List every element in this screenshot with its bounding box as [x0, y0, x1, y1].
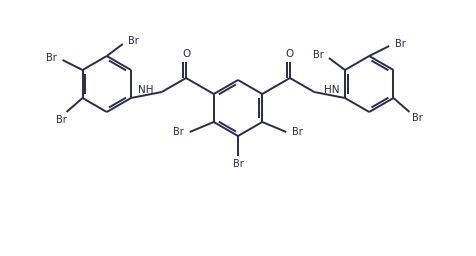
Text: Br: Br	[313, 50, 323, 60]
Text: Br: Br	[395, 39, 406, 49]
Text: Br: Br	[412, 113, 423, 123]
Text: Br: Br	[173, 127, 184, 137]
Text: Br: Br	[233, 159, 243, 169]
Text: O: O	[286, 49, 294, 59]
Text: NH: NH	[139, 85, 154, 95]
Text: O: O	[182, 49, 190, 59]
Text: Br: Br	[292, 127, 303, 137]
Text: Br: Br	[129, 36, 139, 46]
Text: Br: Br	[46, 53, 57, 63]
Text: HN: HN	[324, 85, 340, 95]
Text: Br: Br	[56, 115, 67, 125]
